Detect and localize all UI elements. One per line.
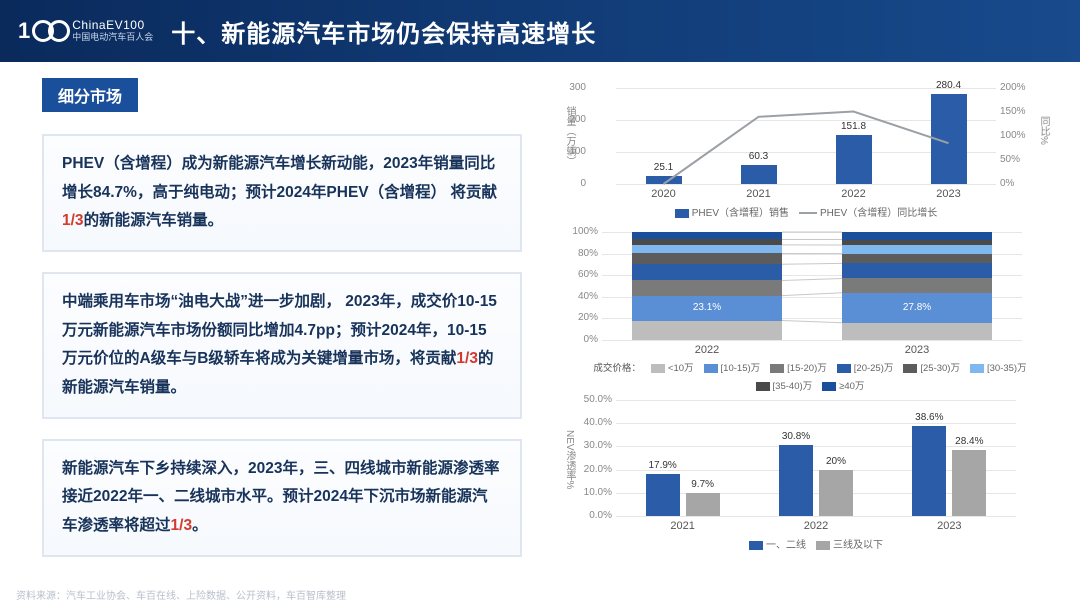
card-lowertier: 新能源汽车下乡持续深入，2023年，三、四线城市新能源渗透率接近2022年一、二… — [42, 439, 522, 557]
card-phev: PHEV（含增程）成为新能源汽车增长新动能，2023年销量同比增长84.7%，高… — [42, 134, 522, 252]
logo-text-top: ChinaEV100 — [72, 19, 153, 32]
section-tag: 细分市场 — [42, 78, 138, 112]
chart-nev-penetration: NEV渗透率%0.0%10.0%20.0%30.0%40.0%50.0%17.9… — [562, 398, 1056, 564]
chart-phev-sales: 销量（万辆）同比%01002003000%50%100%150%200%25.1… — [562, 82, 1056, 222]
footer-source: 资料来源：汽车工业协会、车百在线、上险数据、公开资料，车百智库整理 — [16, 587, 346, 602]
logo: 1 ChinaEV100 中国电动汽车百人会 — [18, 18, 153, 44]
header: 1 ChinaEV100 中国电动汽车百人会 十、新能源汽车市场仍会保持高速增长 — [0, 0, 1080, 62]
chart-price-mix: 0%20%40%60%80%100%23.1%202227.8%2023成交价格… — [562, 228, 1056, 396]
page-title: 十、新能源汽车市场仍会保持高速增长 — [171, 14, 596, 49]
right-column: 销量（万辆）同比%01002003000%50%100%150%200%25.1… — [538, 78, 1064, 574]
card-midrange: 中端乘用车市场“油电大战”进一步加剧， 2023年，成交价10-15万元新能源汽… — [42, 272, 522, 419]
logo-text-sub: 中国电动汽车百人会 — [72, 33, 153, 43]
left-column: 细分市场 PHEV（含增程）成为新能源汽车增长新动能，2023年销量同比增长84… — [16, 78, 530, 574]
logo-icon: 1 — [18, 18, 64, 44]
